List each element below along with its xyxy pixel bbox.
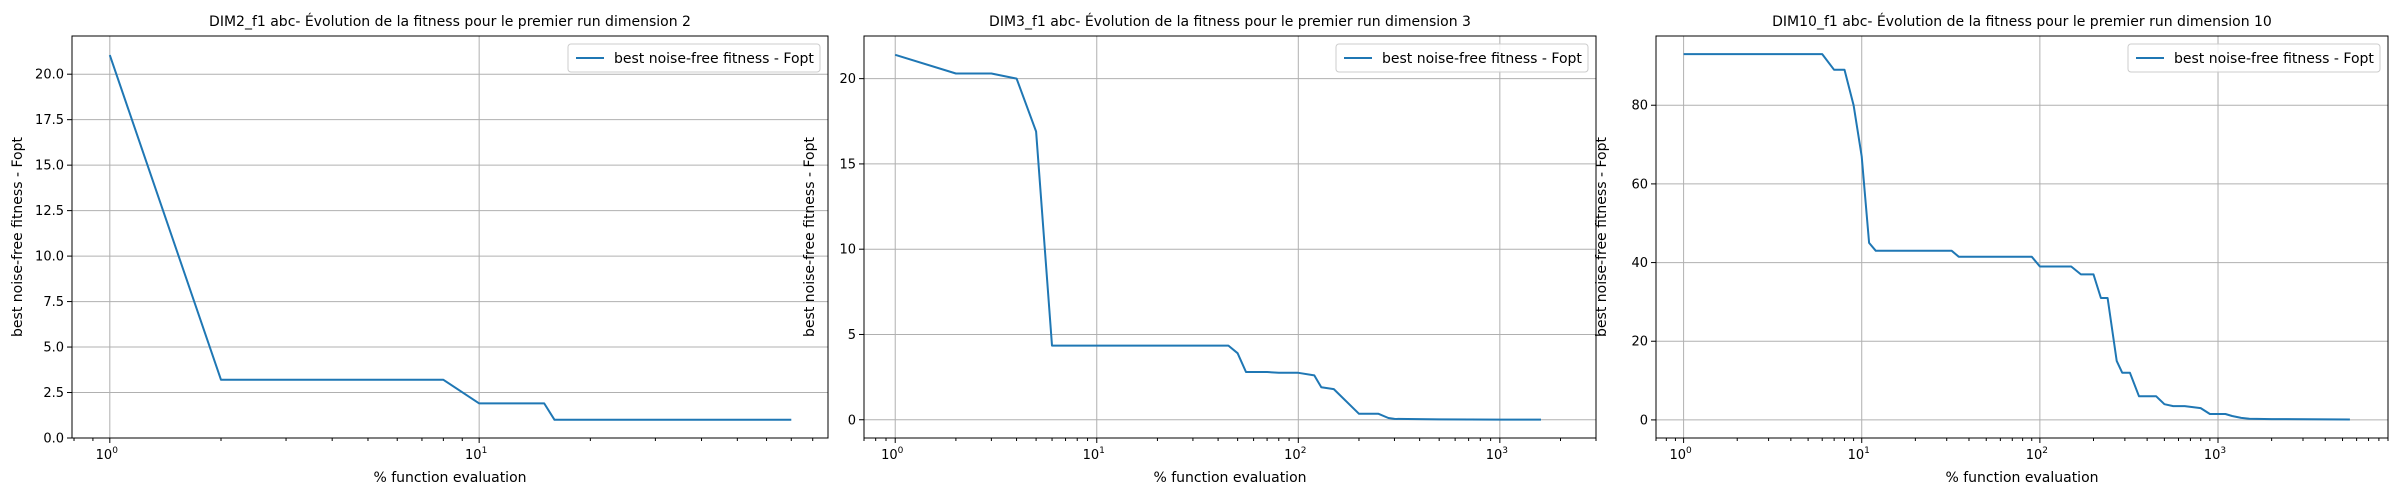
x-tick-label: 100 [1669,446,1692,463]
y-tick-label: 15.0 [35,159,64,174]
y-tick-label: 20 [1631,335,1648,350]
y-tick-label: 80 [1631,99,1648,114]
x-tick-label: 100 [96,446,119,463]
y-tick-label: 17.5 [35,113,64,128]
y-tick-label: 10.0 [35,250,64,265]
x-tick-label-base: 10 [1083,448,1100,463]
y-axis-label: best noise-free fitness - Fopt [802,137,818,337]
x-tick-label: 101 [1848,446,1870,463]
x-tick-label-exponent: 1 [1099,446,1105,456]
x-tick-label: 101 [465,446,487,463]
legend: best noise-free fitness - Fopt [2127,43,2381,73]
x-tick-label-base: 10 [2026,448,2043,463]
y-tick-label: 20 [839,72,856,87]
legend-box [2127,43,2381,73]
y-tick-label: 7.5 [43,295,64,310]
series-line [108,54,792,421]
x-tick-label-exponent: 2 [1301,446,1307,456]
y-tick-label: 40 [1631,256,1648,271]
y-tick-label: 2.5 [43,386,64,401]
x-tick-label-base: 10 [465,448,482,463]
x-tick-label-exponent: 3 [2220,446,2226,456]
x-tick-label-exponent: 1 [1864,446,1870,456]
y-tick-label: 20.0 [35,68,64,83]
x-axis-label: % function evaluation [1945,470,2098,486]
x-tick-label: 101 [1083,446,1105,463]
chart-title: DIM10_f1 abc- Évolution de la fitness po… [1772,13,2272,30]
axes-frame [863,35,1597,439]
legend-box [567,43,821,73]
legend: best noise-free fitness - Fopt [1335,43,1589,73]
x-axis-label: % function evaluation [373,470,526,486]
x-tick-label: 102 [2026,446,2048,463]
series-line [1683,53,2350,421]
y-tick-label: 5 [848,328,856,343]
y-tick-label: 60 [1631,177,1648,192]
x-tick-label-exponent: 1 [482,446,488,456]
legend: best noise-free fitness - Fopt [567,43,821,73]
x-tick-label: 103 [2204,446,2226,463]
x-tick-label-base: 10 [881,448,898,463]
x-tick-label: 103 [1486,446,1508,463]
legend-box [1335,43,1589,73]
x-tick-label-base: 10 [1669,448,1686,463]
x-tick-label: 102 [1284,446,1306,463]
x-tick-label-base: 10 [1284,448,1301,463]
x-tick-label-exponent: 0 [112,446,118,456]
chart-panel-1: 100 1010.02.55.07.510.012.515.017.520.0DI… [10,13,829,486]
legend-label: best noise-free fitness - Fopt [1382,51,1582,67]
y-axis-label: best noise-free fitness - Fopt [10,137,26,337]
x-tick-label-base: 10 [1848,448,1865,463]
y-tick-label: 5.0 [43,341,64,356]
chart-title: DIM3_f1 abc- Évolution de la fitness pou… [989,13,1471,30]
x-tick-label-exponent: 3 [1502,446,1508,456]
y-tick-label: 10 [839,243,856,258]
x-tick-label-base: 10 [96,448,113,463]
legend-label: best noise-free fitness - Fopt [614,51,814,67]
x-axis-label: % function evaluation [1153,470,1306,486]
legend-label: best noise-free fitness - Fopt [2174,51,2374,67]
x-tick-label-exponent: 0 [898,446,904,456]
x-tick-label-exponent: 2 [2042,446,2048,456]
y-tick-label: 12.5 [35,204,64,219]
series-line [894,53,1541,421]
chart-title: DIM2_f1 abc- Évolution de la fitness pou… [209,13,691,30]
y-tick-label: 15 [839,157,856,172]
x-tick-label-exponent: 0 [1686,446,1692,456]
y-tick-label: 0.0 [43,432,64,447]
y-tick-label: 0 [1640,413,1648,428]
axes-frame [71,35,829,439]
x-tick-label: 100 [881,446,904,463]
x-tick-label-base: 10 [1486,448,1503,463]
y-axis-label: best noise-free fitness - Fopt [1594,137,1610,337]
axes-frame [1655,35,2389,439]
y-tick-label: 0 [848,413,856,428]
x-tick-label-base: 10 [2204,448,2221,463]
